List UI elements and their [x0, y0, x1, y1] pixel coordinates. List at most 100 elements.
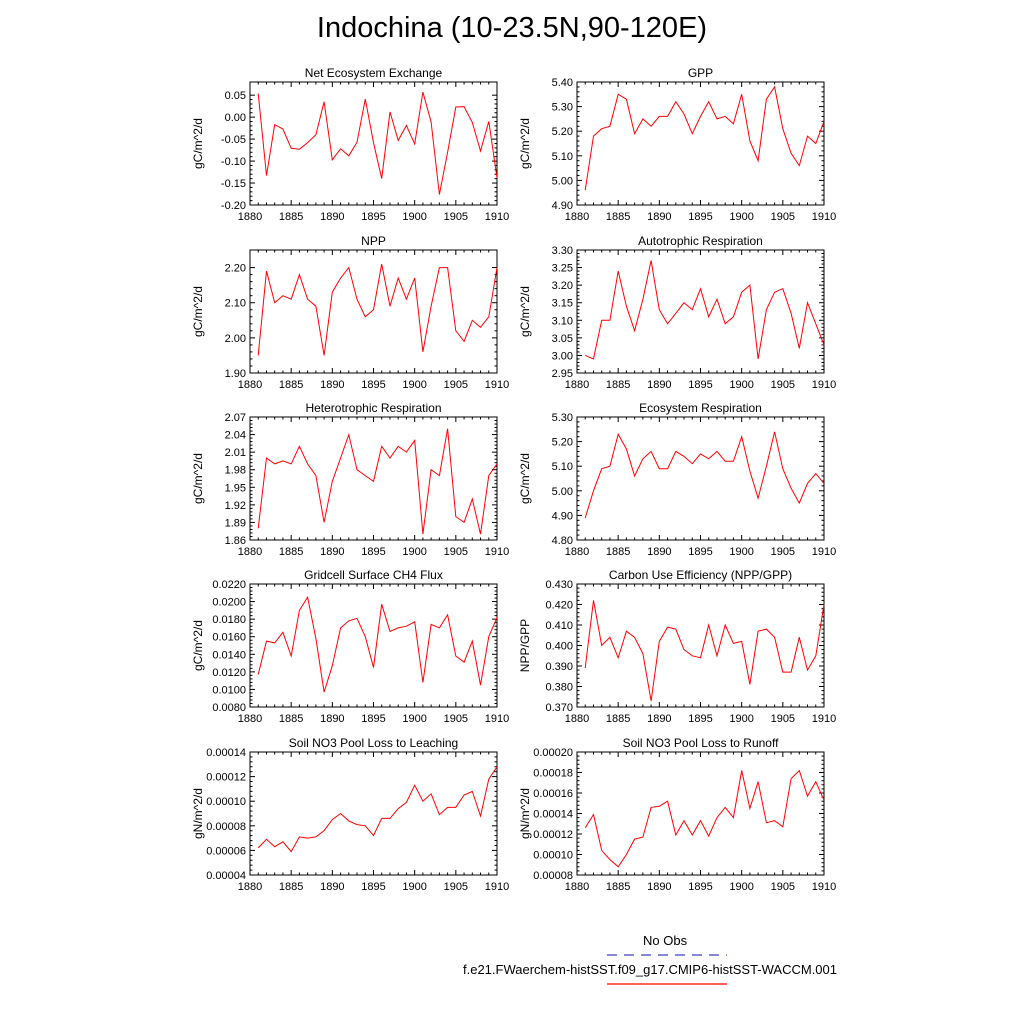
- panel-3-data-point: [274, 302, 275, 303]
- panel-6-data-point: [642, 458, 643, 459]
- panel-1-data-point: [398, 140, 399, 141]
- panel-6-data-point: [790, 488, 791, 489]
- panel-1-data-point: [480, 150, 481, 151]
- panel-4-ytick-label: 3.00: [552, 350, 573, 362]
- panel-1-data-point: [340, 148, 341, 149]
- panel-10-data-point: [815, 781, 816, 782]
- panel-3-data-point: [439, 267, 440, 268]
- panel-7-data-point: [324, 691, 325, 692]
- panel-10-data-point: [774, 820, 775, 821]
- panel-3-data-point: [258, 355, 259, 356]
- panel-5-ytick-label: 2.01: [225, 447, 246, 459]
- panel-10-data-point: [725, 807, 726, 808]
- panel-5-ytick-label: 1.95: [225, 482, 246, 494]
- panel-10-frame: [576, 751, 825, 876]
- panel-5-data-point: [463, 522, 464, 523]
- panel-5-data-point: [282, 460, 283, 461]
- panel-4-data-point: [593, 358, 594, 359]
- panel-5-xtick-label: 1900: [402, 546, 426, 558]
- panel-4-data-point: [725, 323, 726, 324]
- panel-6-data-point: [799, 503, 800, 504]
- panel-5-xtick-label: 1885: [279, 546, 303, 558]
- panel-2-ytick-label: 5.20: [552, 126, 573, 138]
- panel-7-xtick-label: 1885: [279, 713, 303, 725]
- panel-9-data-point: [406, 802, 407, 803]
- panel-8-data-point: [725, 624, 726, 625]
- panel-10-data-point: [642, 836, 643, 837]
- panel-7-title: Gridcell Surface CH4 Flux: [304, 568, 443, 582]
- panel-3-data-point: [291, 299, 292, 300]
- panel-3-xtick-label: 1890: [320, 379, 344, 391]
- panel-1-data-point: [422, 92, 423, 93]
- panel-4-data-point: [815, 323, 816, 324]
- panel-6-xtick-label: 1900: [729, 546, 753, 558]
- panel-4-data-point: [741, 292, 742, 293]
- panel-5-data-point: [439, 475, 440, 476]
- panel-9-ytick-label: 0.00014: [206, 747, 246, 759]
- panel-4-xtick-label: 1910: [812, 379, 836, 391]
- panel-4-data-point: [651, 260, 652, 261]
- panel-8-data-point: [675, 629, 676, 630]
- panel-4-data-point: [659, 309, 660, 310]
- panel-6-ylabel: gC/m^2/d: [518, 453, 532, 504]
- panel-7-ylabel: gC/m^2/d: [191, 620, 205, 671]
- panel-7-ytick-label: 0.0140: [212, 649, 246, 661]
- panel-2-data-point: [609, 126, 610, 127]
- panel-4-data-point: [609, 320, 610, 321]
- panel-6-data-point: [585, 517, 586, 518]
- panel-8-data-point: [593, 600, 594, 601]
- panel-8-series-line: [584, 600, 825, 701]
- panel-10-ytick-label: 0.00010: [533, 850, 573, 862]
- panel-2-data-point: [782, 128, 783, 129]
- panel-10-data-point: [618, 866, 619, 867]
- panel-1-xtick-label: 1880: [238, 211, 262, 223]
- panel-7-data-point: [431, 624, 432, 625]
- panel-4-data-point: [782, 288, 783, 289]
- panel-9-data-point: [365, 825, 366, 826]
- panel-5-xtick-label: 1905: [444, 546, 468, 558]
- panel-10-data-point: [593, 814, 594, 815]
- panel-4-xtick-label: 1880: [565, 379, 589, 391]
- panel-3-data-point: [315, 306, 316, 307]
- panel-3-ytick-label: 2.00: [225, 333, 246, 345]
- panel-5-data-point: [414, 440, 415, 441]
- panel-4-ytick-label: 3.05: [552, 333, 573, 345]
- panel-3-ytick-label: 2.20: [225, 263, 246, 275]
- panel-3-data-point: [480, 327, 481, 328]
- panel-1-data-point: [472, 122, 473, 123]
- panel-1-data-point: [299, 149, 300, 150]
- panel-6-data-point: [708, 458, 709, 459]
- panel-2-xtick-label: 1880: [565, 211, 589, 223]
- panel-5-data-point: [348, 434, 349, 435]
- panel-7-data-point: [258, 674, 259, 675]
- panel-2-data-point: [799, 165, 800, 166]
- panel-2-data-point: [716, 118, 717, 119]
- panel-2-data-point: [593, 136, 594, 137]
- panel-4-data-point: [634, 330, 635, 331]
- panel-9-xtick-label: 1880: [238, 881, 262, 893]
- panel-1-data-point: [439, 194, 440, 195]
- panel-5-data-point: [291, 463, 292, 464]
- panel-10-xtick-label: 1885: [606, 881, 630, 893]
- panel-9-data-point: [299, 836, 300, 837]
- panel-1-data-point: [282, 128, 283, 129]
- panel-7-xtick-label: 1890: [320, 713, 344, 725]
- panel-9-data-point: [496, 766, 497, 767]
- panel-2-data-point: [807, 136, 808, 137]
- panel-7-xtick-label: 1900: [402, 713, 426, 725]
- panel-6-ytick-label: 5.30: [552, 412, 573, 424]
- panel-1-ytick-label: -0.10: [221, 156, 246, 168]
- panel-1-data-point: [348, 155, 349, 156]
- panel-7-ytick-label: 0.0200: [212, 597, 246, 609]
- panel-2-data-point: [667, 116, 668, 117]
- panel-5-ytick-label: 1.89: [225, 517, 246, 529]
- panel-9-data-point: [291, 851, 292, 852]
- panel-3-data-point: [472, 320, 473, 321]
- panel-6-data-point: [651, 451, 652, 452]
- panel-8-ytick-label: 0.420: [545, 600, 573, 612]
- panel-9-data-point: [439, 814, 440, 815]
- panel-5-data-point: [381, 446, 382, 447]
- panel-1-ytick-label: -0.15: [221, 178, 246, 190]
- panel-3-data-point: [365, 316, 366, 317]
- panel-3-ytick-label: 2.10: [225, 298, 246, 310]
